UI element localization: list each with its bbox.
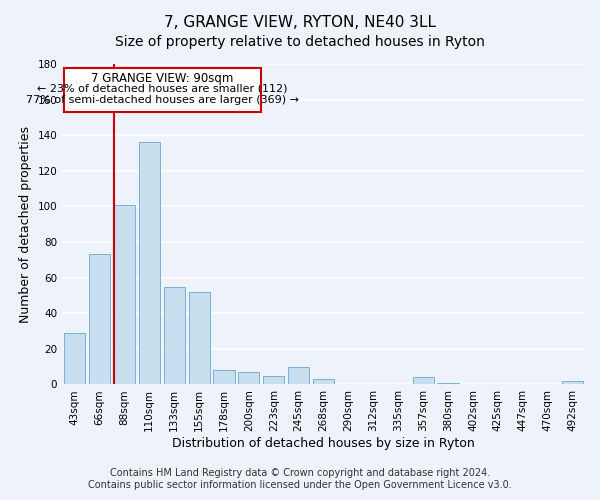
Bar: [437, 382, 458, 384]
Y-axis label: Number of detached properties: Number of detached properties: [19, 126, 32, 322]
Bar: [114, 204, 135, 384]
Bar: [214, 370, 235, 384]
Bar: [188, 292, 209, 384]
Text: ← 23% of detached houses are smaller (112): ← 23% of detached houses are smaller (11…: [37, 84, 288, 94]
Text: 7, GRANGE VIEW, RYTON, NE40 3LL: 7, GRANGE VIEW, RYTON, NE40 3LL: [164, 15, 436, 30]
FancyBboxPatch shape: [64, 68, 262, 112]
Text: 7 GRANGE VIEW: 90sqm: 7 GRANGE VIEW: 90sqm: [91, 72, 234, 85]
Bar: [238, 372, 259, 384]
Bar: [413, 378, 434, 384]
X-axis label: Distribution of detached houses by size in Ryton: Distribution of detached houses by size …: [172, 437, 475, 450]
Bar: [64, 333, 85, 384]
Text: Contains HM Land Registry data © Crown copyright and database right 2024.
Contai: Contains HM Land Registry data © Crown c…: [88, 468, 512, 490]
Bar: [313, 379, 334, 384]
Bar: [89, 254, 110, 384]
Text: Size of property relative to detached houses in Ryton: Size of property relative to detached ho…: [115, 35, 485, 49]
Bar: [263, 376, 284, 384]
Bar: [288, 366, 309, 384]
Text: 77% of semi-detached houses are larger (369) →: 77% of semi-detached houses are larger (…: [26, 96, 299, 106]
Bar: [139, 142, 160, 384]
Bar: [562, 381, 583, 384]
Bar: [164, 286, 185, 384]
